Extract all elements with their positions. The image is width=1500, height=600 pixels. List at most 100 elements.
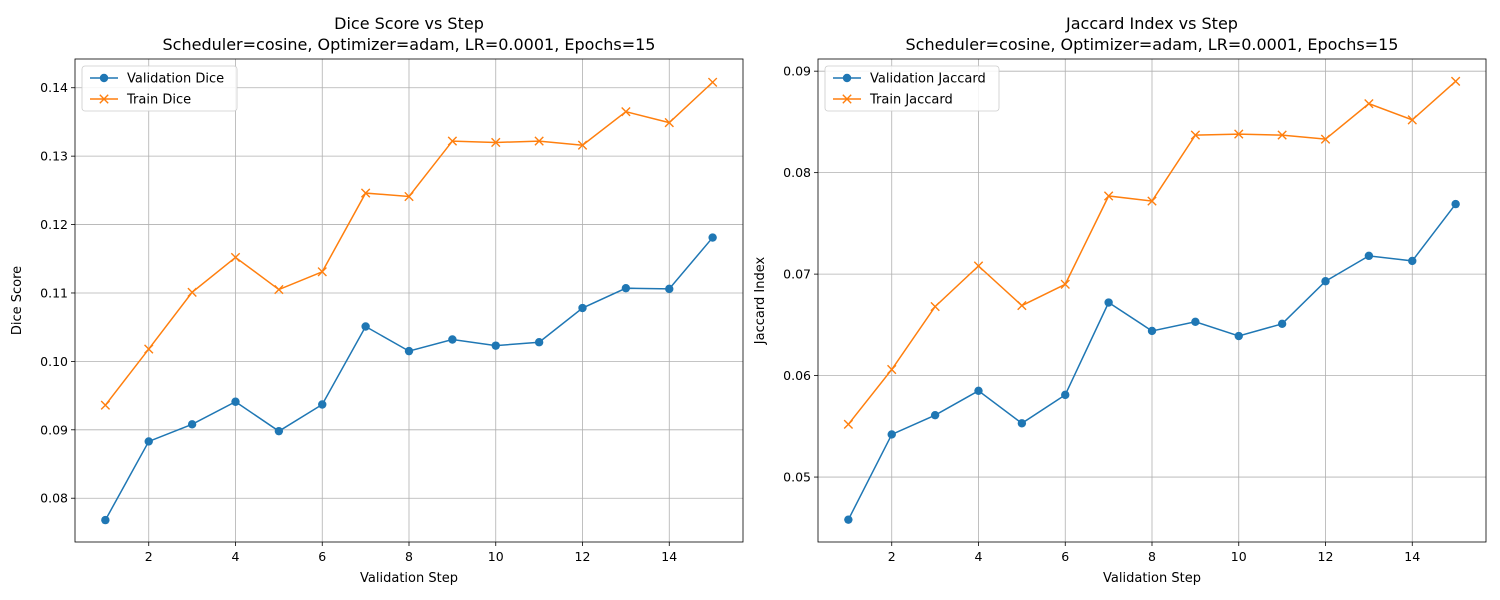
validation-dice-point: [361, 322, 370, 331]
train-jaccard-point: [1450, 76, 1461, 87]
x-tick-label: 12: [575, 549, 591, 564]
x-tick-label: 4: [232, 549, 240, 564]
train-jaccard-point: [843, 419, 854, 429]
train-jaccard-point: [1320, 134, 1331, 144]
validation-dice-point: [318, 400, 327, 409]
train-jaccard-point: [1103, 191, 1114, 201]
dice-legend: Validation Dice Train Dice: [81, 65, 238, 112]
jaccard-x-axis-label: Validation Step: [1103, 571, 1201, 586]
dice-chart-panel: Dice Score vs Step Scheduler=cosine, Opti…: [10, 14, 744, 586]
train-dice-point: [534, 136, 544, 146]
validation-jaccard-point: [1061, 390, 1070, 400]
jaccard-chart-panel: Jaccard Index vs Step Scheduler=cosine, O…: [753, 14, 1487, 586]
validation-dice-point: [708, 233, 717, 242]
validation-jaccard-point: [930, 410, 940, 420]
train-jaccard-point: [973, 261, 984, 271]
validation-dice-point: [101, 515, 110, 525]
x-tick-label: 2: [888, 549, 896, 564]
x-tick-label: 6: [1061, 549, 1069, 564]
y-tick-label: 0.05: [783, 470, 811, 485]
y-tick-label: 0.14: [40, 80, 68, 95]
legend-marker: [99, 73, 109, 83]
jaccard-chart-subtitle: Scheduler=cosine, Optimizer=adam, LR=0.0…: [906, 35, 1399, 54]
train-jaccard-point: [1277, 130, 1287, 140]
train-dice-point: [404, 191, 414, 202]
x-tick-label: 10: [488, 549, 504, 564]
legend-marker: [842, 73, 852, 83]
train-jaccard-point: [1060, 279, 1070, 289]
dice-x-axis-label: Validation Step: [360, 571, 458, 586]
dice-plot-frame: [74, 58, 744, 543]
y-tick-label: 0.09: [40, 422, 68, 437]
y-tick-label: 0.07: [783, 267, 811, 282]
legend-label: Validation Dice: [127, 72, 224, 87]
train-jaccard-point: [1234, 129, 1244, 139]
validation-dice-point: [404, 346, 414, 356]
validation-dice-point: [448, 335, 457, 344]
x-tick-label: 8: [405, 549, 413, 564]
train-dice-point: [317, 267, 327, 277]
y-tick-label: 0.06: [783, 368, 811, 383]
train-jaccard-point: [930, 301, 940, 312]
x-tick-label: 2: [145, 549, 153, 564]
train-dice-point: [447, 136, 458, 146]
legend-box: [824, 65, 1000, 112]
train-dice-point: [707, 77, 718, 87]
validation-jaccard-point: [1017, 419, 1027, 428]
y-tick-label: 0.11: [40, 285, 68, 300]
y-tick-label: 0.12: [40, 217, 68, 232]
validation-jaccard-point: [1147, 326, 1157, 336]
train-jaccard-point: [887, 364, 897, 375]
validation-dice-point: [534, 338, 544, 347]
train-dice-point: [577, 140, 588, 150]
x-tick-label: 8: [1148, 549, 1156, 564]
validation-dice-point: [187, 420, 197, 429]
validation-jaccard-point: [1234, 331, 1243, 341]
validation-dice-point: [144, 437, 153, 446]
train-dice-point: [144, 344, 154, 354]
dice-chart-title: Dice Score vs Step: [334, 14, 484, 33]
y-tick-label: 0.09: [783, 64, 811, 79]
x-tick-label: 12: [1318, 549, 1334, 564]
validation-jaccard-point: [974, 386, 983, 396]
validation-jaccard-point: [1451, 199, 1460, 209]
y-tick-label: 0.08: [783, 165, 811, 180]
validation-jaccard-point: [887, 430, 896, 439]
validation-jaccard-point: [1321, 277, 1330, 286]
y-tick-label: 0.10: [40, 354, 68, 369]
train-dice-point: [187, 287, 197, 297]
validation-jaccard-point: [1104, 298, 1113, 307]
x-tick-label: 14: [1404, 549, 1420, 564]
jaccard-plot-frame: [817, 58, 1487, 543]
jaccard-legend: Validation Jaccard Train Jaccard: [824, 65, 1000, 112]
legend-label: Train Dice: [126, 93, 191, 108]
validation-dice-point: [578, 303, 587, 313]
dice-chart-subtitle: Scheduler=cosine, Optimizer=adam, LR=0.0…: [163, 35, 656, 54]
validation-dice-point: [491, 341, 500, 350]
x-tick-label: 10: [1231, 549, 1247, 564]
train-jaccard-point: [1364, 98, 1374, 109]
train-dice-point: [230, 252, 241, 263]
validation-jaccard-point: [844, 515, 853, 524]
train-jaccard-point: [1407, 115, 1417, 125]
validation-jaccard-point: [1277, 319, 1287, 329]
validation-dice-point: [231, 397, 240, 406]
legend-label: Validation Jaccard: [870, 72, 986, 87]
y-tick-label: 0.13: [40, 149, 68, 164]
legend-marker: [99, 94, 109, 104]
train-jaccard-point: [1190, 130, 1201, 140]
train-dice-point: [274, 284, 284, 295]
train-jaccard-point: [1017, 300, 1027, 311]
train-dice-point: [491, 137, 501, 148]
train-dice-point: [664, 117, 674, 128]
train-dice-point: [621, 106, 631, 117]
y-tick-label: 0.08: [40, 491, 68, 506]
validation-dice-point: [621, 283, 631, 293]
jaccard-chart-title: Jaccard Index vs Step: [1065, 14, 1238, 33]
legend-marker: [842, 94, 852, 104]
train-dice-point: [360, 188, 371, 198]
validation-jaccard-point: [1364, 251, 1374, 261]
x-tick-label: 6: [318, 549, 326, 564]
legend-label: Train Jaccard: [869, 93, 953, 108]
